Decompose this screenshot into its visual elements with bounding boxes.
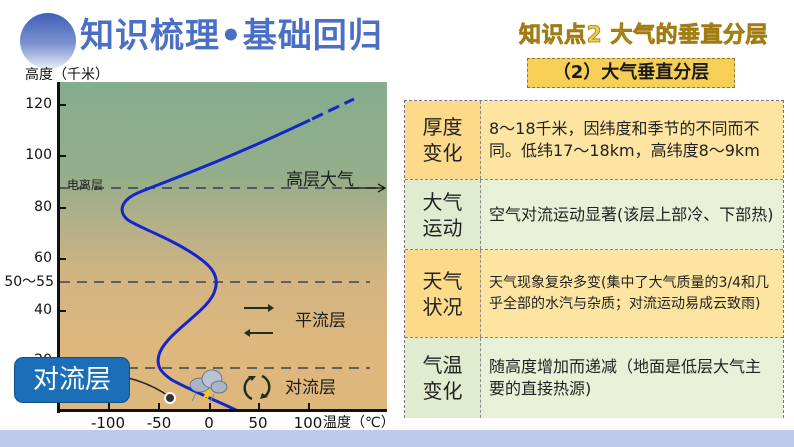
table-row-thickness: 厚度 变化 8～18千米，因纬度和季节的不同而不同。低纬17～18km，高纬度8… (405, 101, 783, 180)
row-content: 天气现象复杂多变(集中了大气质量的3/4和几乎全部的水汽与杂质；对流运动易成云致… (489, 274, 769, 312)
y-tick-40: 40 (34, 302, 52, 318)
row-header: 气温 变化 (405, 338, 481, 418)
arrow-right-icon (377, 183, 387, 193)
x-tick-neg50: -50 (146, 414, 172, 432)
arrow-left-icon (244, 329, 250, 337)
y-axis (57, 82, 60, 413)
y-tick-mark (60, 310, 66, 312)
troposphere-badge: 对流层 (15, 358, 129, 402)
x-axis (57, 409, 387, 412)
troposphere-table: 厚度 变化 8～18千米，因纬度和季节的不同而不同。低纬17～18km，高纬度8… (404, 100, 784, 418)
x-tick-0: 0 (204, 414, 214, 432)
temperature-curve-extrapolated (311, 97, 355, 121)
y-tick-80: 80 (34, 199, 52, 215)
arrow-right-icon (268, 304, 274, 312)
x-tick-neg100: -100 (90, 414, 126, 432)
x-tick-mark (258, 403, 260, 409)
section-subtitle: （2）大气垂直分层 (527, 58, 735, 88)
convection-arrow-left-icon (243, 376, 253, 401)
x-tick-mark (308, 403, 310, 409)
x-tick-mark (108, 403, 110, 409)
plot-area (60, 82, 387, 412)
temperature-curve (120, 118, 311, 412)
x-tick-mark (158, 403, 160, 409)
x-tick-50: 50 (248, 414, 268, 432)
y-tick-mark (60, 258, 66, 260)
y-axis-label: 高度（千米） (25, 67, 109, 83)
y-tick-mark (60, 207, 66, 209)
stratosphere-label: 平流层 (295, 311, 346, 331)
x-tick-100: 100 (293, 414, 323, 432)
table-row-weather: 天气 状况 天气现象复杂多变(集中了大气质量的3/4和几乎全部的水汽与杂质；对流… (405, 250, 783, 338)
row-header: 天气 状况 (405, 250, 481, 337)
logo-circle (20, 13, 76, 69)
knowledge-point-title: 知识点2 大气的垂直分层 (519, 23, 768, 49)
row-content: 空气对流运动显著(该层上部冷、下部热) (489, 204, 774, 224)
ionosphere-label: 电离层 (67, 178, 104, 192)
y-tick-100: 100 (25, 147, 52, 163)
y-tick-60: 60 (34, 250, 52, 266)
y-tick-mark (60, 155, 66, 157)
row-content: 8～18千米，因纬度和季节的不同而不同。低纬17～18km，高纬度8～9km (489, 119, 760, 160)
footer-band (0, 430, 794, 447)
y-tick-mark (60, 104, 66, 106)
y-tick-120: 120 (25, 96, 52, 112)
storm-cloud-icon (189, 369, 228, 404)
convection-arrow-right-icon (261, 374, 271, 399)
row-content: 随高度增加而递减（地面是低层大气主要的直接热源) (489, 357, 762, 398)
badge-leader-line (127, 377, 171, 398)
y-tick-50-55: 50～55 (4, 274, 54, 290)
x-axis-label: 温度（℃） (323, 415, 395, 431)
table-row-motion: 大气 运动 空气对流运动显著(该层上部冷、下部热) (405, 180, 783, 250)
pointer-dot (164, 392, 176, 404)
x-tick-mark (209, 403, 211, 409)
page-title: 知识梳理•基础回归 (80, 16, 383, 56)
table-row-temperature: 气温 变化 随高度增加而递减（地面是低层大气主要的直接热源) (405, 338, 783, 418)
upper-atmosphere-label: 高层大气 (286, 170, 354, 190)
troposphere-label: 对流层 (285, 378, 336, 398)
row-header: 厚度 变化 (405, 101, 481, 179)
row-header: 大气 运动 (405, 180, 481, 249)
